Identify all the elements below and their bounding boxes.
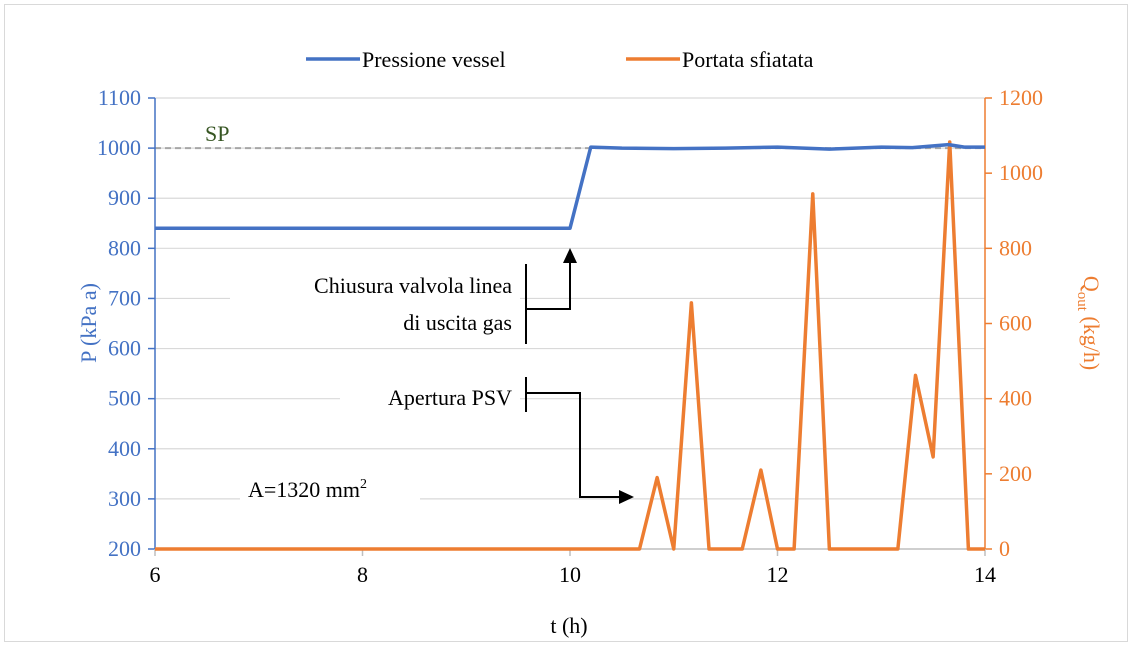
y-left-tick-label-1000: 1000 [97,135,141,160]
y-left-tick-label-500: 500 [108,386,141,411]
arrowhead-right [619,490,634,504]
annotation-psv-opening: Apertura PSV [340,377,634,504]
annotation-closing-line1: Chiusura valvola linea [314,273,512,298]
y-right-tick-label-0: 0 [999,536,1010,561]
annotation-psv-text: Apertura PSV [388,385,512,410]
y-left-tick-label-400: 400 [108,436,141,461]
arrowhead-up [563,248,577,263]
y-left-tick-label-300: 300 [108,486,141,511]
annotation-closing-valve: Chiusura valvola linea di uscita gas [230,248,577,346]
annotation-closing-line2: di uscita gas [403,310,512,335]
y-right-tick-label-800: 800 [999,235,1032,260]
y-left-tick-label-700: 700 [108,285,141,310]
y-axis-right-title: Qout (kg/h) [1074,276,1104,370]
legend-label-pressione: Pressione vessel [362,47,506,72]
annotation-area-sup: 2 [360,477,367,492]
y-right-tick-label-400: 400 [999,386,1032,411]
y-axis-right-title-sub: out [1074,292,1090,312]
y-left-tick-label-900: 900 [108,185,141,210]
tick-marks-and-labels: 200 300 400 500 600 700 800 900 1000 1100 0 200 400 6… [97,85,1043,587]
legend-label-portata: Portata sfiatata [682,47,814,72]
x-tick-label-8: 8 [357,562,368,587]
x-tick-label-10: 10 [559,562,581,587]
y-left-tick-label-800: 800 [108,235,141,260]
x-axis-title: t (h) [550,613,587,638]
annotation-area-text: A=1320 mm2 [248,477,367,502]
x-tick-label-14: 14 [974,562,996,587]
series-line-pressione-vessel [155,142,985,231]
y-left-tick-label-600: 600 [108,336,141,361]
y-right-tick-label-600: 600 [999,311,1032,336]
y-axis-right-title-rest: (kg/h) [1079,311,1104,370]
y-right-tick-label-200: 200 [999,461,1032,486]
annotation-area-main: A=1320 mm [248,477,360,502]
y-right-tick-label-1200: 1200 [999,85,1043,110]
y-axis-right-title-main: Q [1079,276,1104,292]
annotation-area: A=1320 mm2 [240,470,420,506]
x-tick-label-6: 6 [150,562,161,587]
setpoint-label: SP [205,121,229,146]
series-line-portata-sfiatata [155,140,985,551]
y-left-tick-label-1100: 1100 [98,85,141,110]
y-right-tick-label-1000: 1000 [999,160,1043,185]
y-left-tick-label-200: 200 [108,536,141,561]
x-tick-label-12: 12 [767,562,789,587]
y-axis-left-title: P (kPa a) [76,283,101,363]
legend: Pressione vessel Portata sfiatata [306,47,814,72]
